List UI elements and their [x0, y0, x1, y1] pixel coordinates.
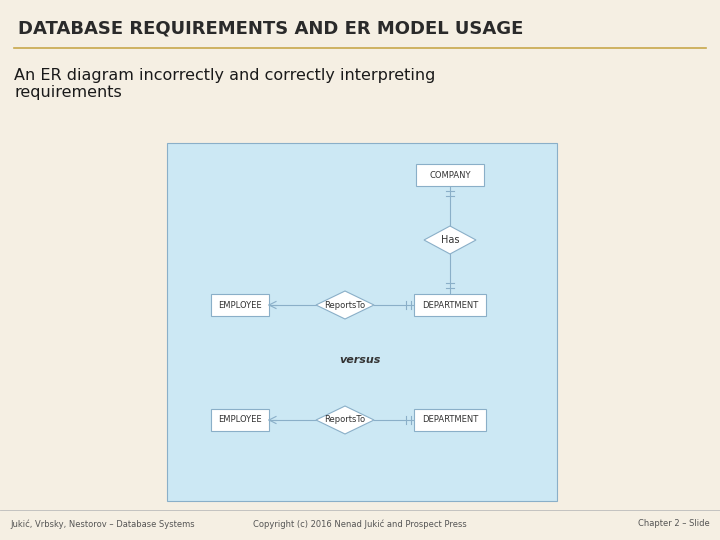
- Polygon shape: [316, 291, 374, 319]
- Text: An ER diagram incorrectly and correctly interpreting
requirements: An ER diagram incorrectly and correctly …: [14, 68, 436, 100]
- Text: DEPARTMENT: DEPARTMENT: [422, 415, 478, 424]
- Text: EMPLOYEE: EMPLOYEE: [218, 300, 262, 309]
- Bar: [414, 409, 486, 431]
- Text: Copyright (c) 2016 Nenad Jukić and Prospect Press: Copyright (c) 2016 Nenad Jukić and Prosp…: [253, 519, 467, 529]
- Bar: [167, 143, 557, 501]
- Text: COMPANY: COMPANY: [429, 171, 471, 179]
- Bar: [211, 294, 269, 316]
- Text: DEPARTMENT: DEPARTMENT: [422, 300, 478, 309]
- Text: DATABASE REQUIREMENTS AND ER MODEL USAGE: DATABASE REQUIREMENTS AND ER MODEL USAGE: [18, 19, 523, 37]
- Text: EMPLOYEE: EMPLOYEE: [218, 415, 262, 424]
- Bar: [211, 409, 269, 431]
- Polygon shape: [316, 406, 374, 434]
- Bar: [416, 164, 484, 186]
- Bar: [414, 294, 486, 316]
- Text: Chapter 2 – Slide: Chapter 2 – Slide: [638, 519, 710, 529]
- Text: ReportsTo: ReportsTo: [325, 300, 366, 309]
- Text: ReportsTo: ReportsTo: [325, 415, 366, 424]
- Text: versus: versus: [339, 355, 381, 365]
- Text: Has: Has: [441, 235, 459, 245]
- Polygon shape: [424, 226, 476, 254]
- Text: Jukić, Vrbsky, Nestorov – Database Systems: Jukić, Vrbsky, Nestorov – Database Syste…: [10, 519, 194, 529]
